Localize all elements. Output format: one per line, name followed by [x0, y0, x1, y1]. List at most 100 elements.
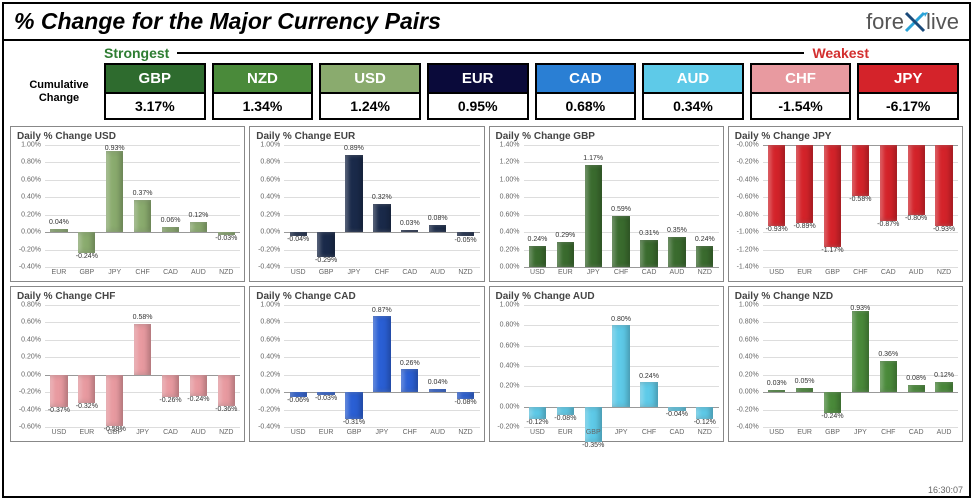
x-tick: AUD	[424, 269, 452, 281]
bar-label: 0.04%	[49, 219, 69, 226]
bar	[668, 237, 685, 268]
bar-label: 0.26%	[400, 360, 420, 367]
y-tick: 0.40%	[21, 194, 41, 201]
y-tick: -0.20%	[737, 406, 759, 413]
bar-wrap: -0.32%	[73, 305, 101, 427]
gridline	[284, 267, 479, 268]
y-tick: 0.00%	[21, 371, 41, 378]
x-tick: USD	[284, 269, 312, 281]
bar-wrap: -0.36%	[212, 305, 240, 427]
y-tick: 0.40%	[260, 194, 280, 201]
bar-label: -0.32%	[76, 403, 98, 410]
bar-label: 0.24%	[639, 373, 659, 380]
plot-area: -0.04%-0.29%0.89%0.32%0.03%0.08%-0.05%	[284, 145, 479, 267]
bar	[317, 232, 334, 257]
y-tick: 0.00%	[500, 264, 520, 271]
x-tick: EUR	[791, 429, 819, 441]
bar-label: -0.89%	[793, 223, 815, 230]
x-axis: USDEURGBPJPYCHFAUDNZD	[284, 429, 479, 441]
bar-wrap: 0.89%	[340, 145, 368, 267]
x-tick: JPY	[368, 429, 396, 441]
bar-wrap: 0.08%	[902, 305, 930, 427]
x-tick: CAD	[396, 269, 424, 281]
y-tick: 0.60%	[21, 319, 41, 326]
bar-wrap: -0.59%	[101, 305, 129, 427]
y-tick: 1.00%	[739, 302, 759, 309]
x-tick: GBP	[819, 269, 847, 281]
bar-label: -0.93%	[933, 226, 955, 233]
y-axis: -0.60%-0.40%-0.20%0.00%0.20%0.40%0.60%0.…	[11, 305, 43, 427]
x-tick: GBP	[312, 269, 340, 281]
y-tick: -0.40%	[737, 176, 759, 183]
y-tick: 0.40%	[260, 354, 280, 361]
y-axis: 0.00%0.20%0.40%0.60%0.80%1.00%1.20%1.40%	[490, 145, 522, 267]
bar	[50, 375, 67, 407]
rank-code: CHF	[752, 65, 850, 92]
bar-wrap: 0.87%	[368, 305, 396, 427]
bar	[345, 392, 362, 419]
bars: -0.93%-0.89%-1.17%-0.58%-0.87%-0.80%-0.9…	[763, 145, 958, 267]
bar-label: -0.12%	[694, 419, 716, 426]
timestamp: 16:30:07	[928, 485, 963, 495]
bar-wrap: -0.37%	[45, 305, 73, 427]
bar-label: 0.12%	[934, 372, 954, 379]
y-tick: 0.40%	[500, 229, 520, 236]
y-tick: 1.00%	[21, 142, 41, 149]
gridline	[763, 427, 958, 428]
rank-col-usd: USD1.24%	[319, 63, 421, 120]
bar-label: 0.87%	[372, 307, 392, 314]
x-tick: EUR	[45, 269, 73, 281]
bar-wrap: 0.24%	[691, 145, 719, 267]
rank-code: USD	[321, 65, 419, 92]
y-tick: -0.40%	[19, 406, 41, 413]
bar-wrap: 0.93%	[846, 305, 874, 427]
bar-wrap: -0.80%	[902, 145, 930, 267]
x-axis: USDEURGBPJPYCHFCADNZD	[524, 429, 719, 441]
bar-label: 0.58%	[133, 314, 153, 321]
rank-code: EUR	[429, 65, 527, 92]
bar-wrap: 0.24%	[524, 145, 552, 267]
bar-wrap: -0.03%	[212, 145, 240, 267]
bar-label: -0.87%	[877, 221, 899, 228]
bar-wrap: 0.08%	[424, 145, 452, 267]
bar-label: -0.03%	[215, 235, 237, 242]
y-tick: 0.80%	[739, 319, 759, 326]
bar-wrap: 0.24%	[635, 305, 663, 427]
y-tick: -0.40%	[19, 264, 41, 271]
y-tick: -0.20%	[737, 159, 759, 166]
bar	[401, 230, 418, 233]
chart-title: Daily % Change EUR	[252, 129, 481, 144]
bar-wrap: -0.04%	[284, 145, 312, 267]
rank-col-jpy: JPY-6.17%	[857, 63, 959, 120]
chart-title: Daily % Change USD	[13, 129, 242, 144]
x-tick: GBP	[579, 429, 607, 441]
bar-wrap: -0.08%	[452, 305, 480, 427]
bar-wrap: -0.89%	[791, 145, 819, 267]
bar	[529, 407, 546, 419]
strongest-label: Strongest	[104, 45, 169, 61]
bar-label: -0.05%	[454, 237, 476, 244]
x-tick: EUR	[73, 429, 101, 441]
bar-wrap: -0.03%	[312, 305, 340, 427]
x-tick: JPY	[129, 429, 157, 441]
x-tick: CAD	[902, 429, 930, 441]
bar-label: 0.31%	[639, 230, 659, 237]
bar-label: -0.24%	[76, 253, 98, 260]
y-tick: 0.20%	[21, 354, 41, 361]
weakest-label: Weakest	[812, 45, 869, 61]
y-tick: 1.00%	[500, 176, 520, 183]
bar	[796, 145, 813, 223]
gridline	[284, 427, 479, 428]
y-tick: 0.00%	[260, 229, 280, 236]
bar-wrap: -0.31%	[340, 305, 368, 427]
y-tick: 0.20%	[500, 383, 520, 390]
logo-x-icon	[902, 9, 928, 35]
chart-dccad: Daily % Change CAD-0.40%-0.20%0.00%0.20%…	[249, 286, 484, 442]
y-tick: 0.60%	[21, 176, 41, 183]
bar-label: -0.31%	[343, 419, 365, 426]
x-axis: USDEURGBPCHFCADAUDNZD	[763, 269, 958, 281]
bar-wrap: -1.17%	[819, 145, 847, 267]
bar-label: 0.93%	[850, 305, 870, 312]
bar	[768, 390, 785, 393]
bar-label: 0.03%	[767, 380, 787, 387]
